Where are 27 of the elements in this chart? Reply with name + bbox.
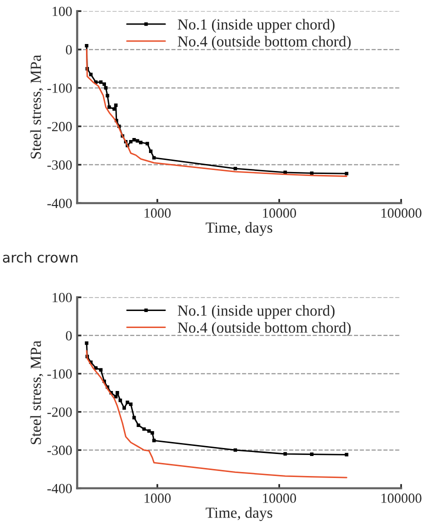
y-tick-label: -400	[47, 484, 72, 494]
y-tick-label: 0	[66, 331, 72, 340]
y-tick-label: -300	[47, 446, 72, 456]
text: arch crown	[2, 252, 78, 263]
x-axis-title: Time, days	[206, 222, 272, 236]
legend-label: No.1 (inside upper chord)	[178, 18, 335, 33]
x-tick-label: 100000	[381, 208, 422, 218]
legend-label: No.4 (outside bottom chord)	[178, 36, 351, 50]
legend-label: No.4 (outside bottom chord)	[178, 322, 351, 336]
y-tick-label: -300	[47, 160, 72, 170]
y-tick-label: -100	[47, 84, 72, 93]
y-tick-label: 0	[66, 45, 72, 54]
x-axis-title: Time, days	[206, 507, 272, 522]
x-tick-label: 1000	[144, 208, 171, 218]
y-tick-label: -200	[47, 122, 72, 132]
y-tick-label: -100	[47, 369, 72, 379]
x-tick-label: 10000	[263, 494, 296, 503]
y-axis-title: Steel stress, MPa	[30, 340, 44, 444]
x-tick-label: 1000	[144, 494, 171, 503]
y-tick-label: -200	[47, 407, 72, 417]
x-tick-label: 100000	[381, 494, 422, 503]
y-axis-title: Steel stress, MPa	[30, 54, 44, 159]
y-tick-label: 100	[52, 6, 72, 16]
legend-label: No.1 (inside upper chord)	[178, 305, 335, 319]
y-tick-label: -400	[47, 198, 72, 208]
x-tick-label: 10000	[263, 208, 296, 218]
y-tick-label: 100	[52, 292, 72, 302]
